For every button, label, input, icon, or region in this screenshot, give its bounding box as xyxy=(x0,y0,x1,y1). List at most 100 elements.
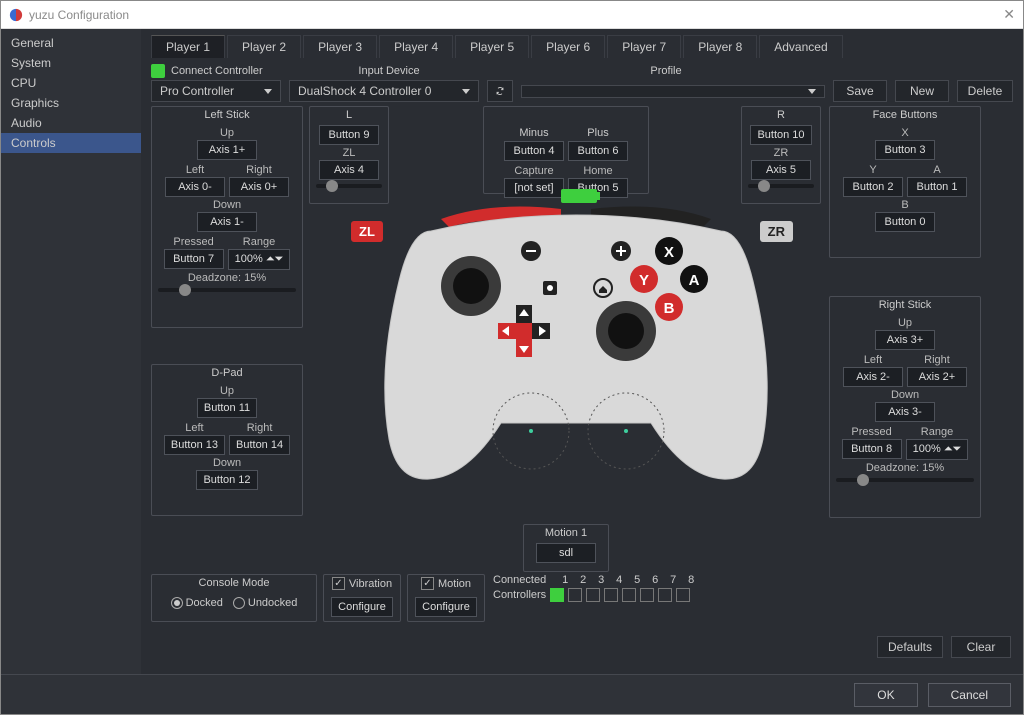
sidebar-item-cpu[interactable]: CPU xyxy=(1,73,141,93)
svg-text:Y: Y xyxy=(639,272,649,289)
dpad-right[interactable]: Button 14 xyxy=(229,435,290,455)
save-button[interactable]: Save xyxy=(833,80,887,102)
sidebar: General System CPU Graphics Audio Contro… xyxy=(1,29,141,674)
connect-led xyxy=(151,64,165,78)
plus-btn[interactable]: Button 6 xyxy=(568,141,628,161)
tab-advanced[interactable]: Advanced xyxy=(759,35,842,58)
clear-button[interactable]: Clear xyxy=(951,636,1011,658)
vibration-group: Vibration Configure xyxy=(323,574,401,622)
led-4[interactable] xyxy=(604,588,618,602)
tab-player6[interactable]: Player 6 xyxy=(531,35,605,58)
face-a[interactable]: Button 1 xyxy=(907,177,967,197)
input-device-header: Input Device xyxy=(289,65,489,77)
radio-undocked[interactable]: Undocked xyxy=(233,597,298,609)
vibration-configure[interactable]: Configure xyxy=(331,597,393,617)
dpad-down[interactable]: Button 12 xyxy=(196,470,257,490)
face-y[interactable]: Button 2 xyxy=(843,177,903,197)
svg-text:X: X xyxy=(664,244,674,261)
chevron-down-icon xyxy=(462,89,470,94)
controllers-label: Controllers xyxy=(493,589,546,601)
l-btn[interactable]: Button 9 xyxy=(319,125,379,145)
lstick-down[interactable]: Axis 1- xyxy=(197,212,257,232)
tab-player7[interactable]: Player 7 xyxy=(607,35,681,58)
sidebar-item-general[interactable]: General xyxy=(1,33,141,53)
rstick-press[interactable]: Button 8 xyxy=(842,439,902,459)
rstick-dz-slider[interactable] xyxy=(836,478,974,482)
profile-select[interactable] xyxy=(521,85,825,98)
connected-controllers: Connected 1 2 3 4 5 6 7 8 Controllers xyxy=(493,574,698,602)
tabs: Player 1 Player 2 Player 3 Player 4 Play… xyxy=(151,35,1013,58)
lstick-left[interactable]: Axis 0- xyxy=(165,177,225,197)
lbl: Right xyxy=(907,354,967,366)
led-2[interactable] xyxy=(568,588,582,602)
radio-docked[interactable]: Docked xyxy=(171,597,223,609)
refresh-button[interactable] xyxy=(487,80,513,102)
lstick-right[interactable]: Axis 0+ xyxy=(229,177,289,197)
lbl: B xyxy=(836,199,974,211)
zl-btn[interactable]: Axis 4 xyxy=(319,160,379,180)
tab-player4[interactable]: Player 4 xyxy=(379,35,453,58)
dpad-left[interactable]: Button 13 xyxy=(164,435,225,455)
lbl: Down xyxy=(158,199,296,211)
radio-icon xyxy=(171,597,183,609)
rstick-down[interactable]: Axis 3- xyxy=(875,402,935,422)
yuzu-config-window: yuzu Configuration ✕ General System CPU … xyxy=(0,0,1024,715)
face-x[interactable]: Button 3 xyxy=(875,140,935,160)
lstick-press[interactable]: Button 7 xyxy=(164,249,224,269)
led-8[interactable] xyxy=(676,588,690,602)
svg-text:A: A xyxy=(689,272,700,289)
r-btn[interactable]: Button 10 xyxy=(750,125,811,145)
controller-type-select[interactable]: Pro Controller xyxy=(151,80,281,102)
input-device-select[interactable]: DualShock 4 Controller 0 xyxy=(289,80,479,102)
new-button[interactable]: New xyxy=(895,80,949,102)
tab-player2[interactable]: Player 2 xyxy=(227,35,301,58)
tab-player8[interactable]: Player 8 xyxy=(683,35,757,58)
motion-btn[interactable]: sdl xyxy=(536,543,596,563)
controller-illustration: ZL ZR xyxy=(371,171,781,521)
led-5[interactable] xyxy=(622,588,636,602)
lbl: Range xyxy=(906,426,969,438)
led-6[interactable] xyxy=(640,588,654,602)
lbl: A xyxy=(907,164,967,176)
sidebar-item-system[interactable]: System xyxy=(1,53,141,73)
lbl: Right xyxy=(229,164,289,176)
lstick-dz-slider[interactable] xyxy=(158,288,296,292)
lbl: Right xyxy=(229,422,290,434)
config-area: Left Stick Up Axis 1+ LeftAxis 0- RightA… xyxy=(151,106,1013,674)
lbl: Left xyxy=(165,164,225,176)
tab-player1[interactable]: Player 1 xyxy=(151,35,225,58)
face-b[interactable]: Button 0 xyxy=(875,212,935,232)
dpad-up[interactable]: Button 11 xyxy=(197,398,257,418)
motion-checkbox[interactable] xyxy=(421,577,434,590)
main: Player 1 Player 2 Player 3 Player 4 Play… xyxy=(141,29,1023,674)
delete-button[interactable]: Delete xyxy=(957,80,1013,102)
lbl: Up xyxy=(836,317,974,329)
tab-player3[interactable]: Player 3 xyxy=(303,35,377,58)
lstick-up[interactable]: Axis 1+ xyxy=(197,140,257,160)
zr-badge: ZR xyxy=(760,221,793,242)
footer: OK Cancel xyxy=(1,674,1023,714)
lstick-range[interactable]: 100% ⏶⏷ xyxy=(228,249,291,270)
sidebar-item-controls[interactable]: Controls xyxy=(1,133,141,153)
rstick-range[interactable]: 100% ⏶⏷ xyxy=(906,439,969,460)
rstick-left[interactable]: Axis 2- xyxy=(843,367,903,387)
sidebar-item-audio[interactable]: Audio xyxy=(1,113,141,133)
defaults-button[interactable]: Defaults xyxy=(877,636,943,658)
l-title: L xyxy=(310,107,388,123)
r-title: R xyxy=(742,107,820,123)
lbl: Left xyxy=(843,354,903,366)
led-3[interactable] xyxy=(586,588,600,602)
minus-btn[interactable]: Button 4 xyxy=(504,141,564,161)
close-icon[interactable]: ✕ xyxy=(1003,6,1015,23)
sidebar-item-graphics[interactable]: Graphics xyxy=(1,93,141,113)
vibration-checkbox[interactable] xyxy=(332,577,345,590)
tab-player5[interactable]: Player 5 xyxy=(455,35,529,58)
led-1[interactable] xyxy=(550,588,564,602)
cancel-button[interactable]: Cancel xyxy=(928,683,1011,707)
lbl: Up xyxy=(158,385,296,397)
rstick-right[interactable]: Axis 2+ xyxy=(907,367,967,387)
ok-button[interactable]: OK xyxy=(854,683,917,707)
led-7[interactable] xyxy=(658,588,672,602)
motion-configure[interactable]: Configure xyxy=(415,597,477,617)
rstick-up[interactable]: Axis 3+ xyxy=(875,330,935,350)
